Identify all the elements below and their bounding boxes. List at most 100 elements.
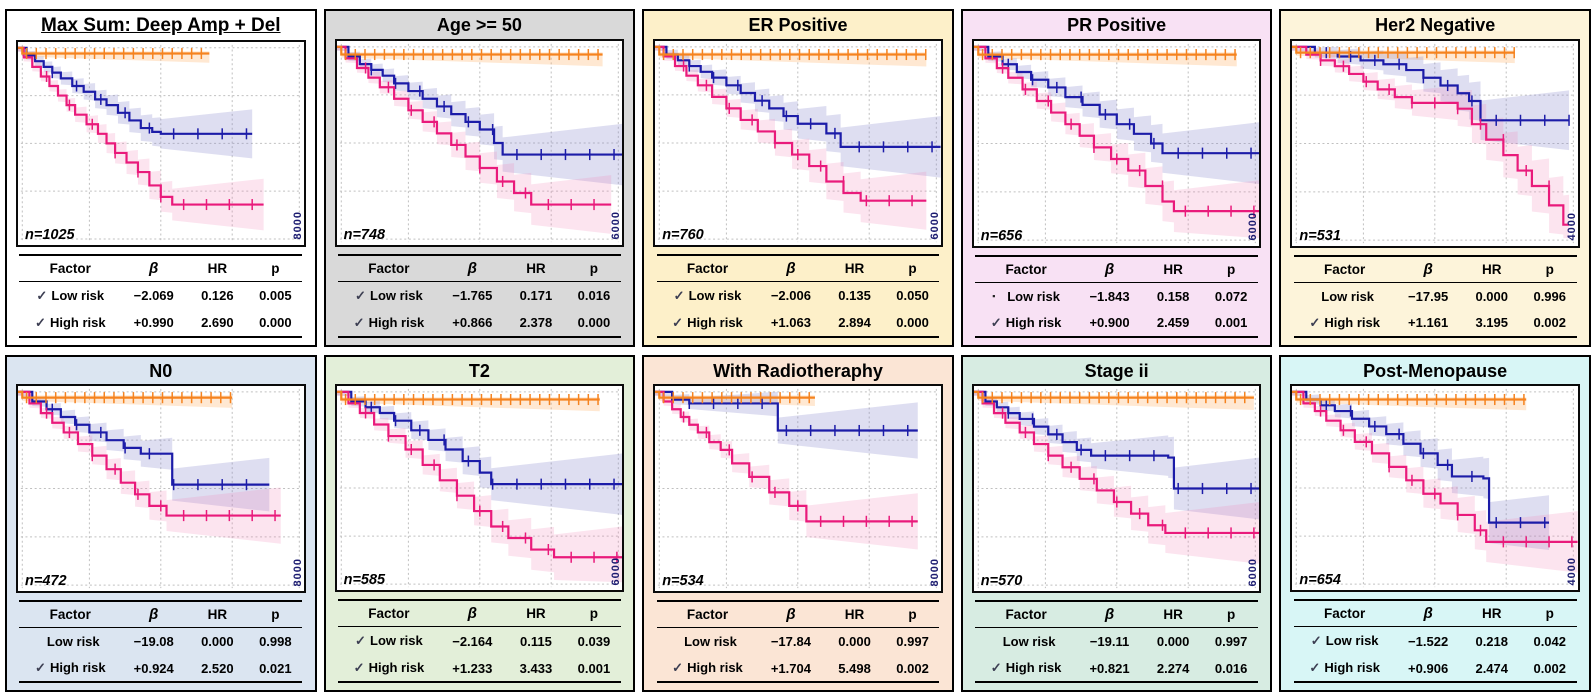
hr-value: 0.158 [1156,288,1190,304]
panel-title: Max Sum: Deep Amp + Del [41,15,281,36]
cox-stats-table: Factor β HR p Low risk −17.84 0.000 0.997 ✓ H… [656,600,940,683]
stats-header-row: Factor β HR p [656,253,940,282]
p-value: 0.000 [248,308,303,338]
subgroup-panel: With Radiotheraphy n=534 8000 Factor β H… [642,354,954,692]
x-axis-tick-label: 6000 [928,211,941,240]
check-icon: ✓ [1310,633,1322,648]
factor-label: High risk [1005,314,1062,330]
p-value: 0.002 [885,654,940,683]
subgroup-panel: Max Sum: Deep Amp + Del n=1025 8000 Fact… [5,9,317,347]
stats-body: ✓ Low risk −1.765 0.171 0.016 ✓ High risk +0.86… [337,281,621,338]
cox-stats-table: Factor β HR p Low risk −19.08 0.000 0.998 ✓ H… [19,600,303,683]
col-header-p: p [567,253,621,282]
x-axis-tick-label: 6000 [610,211,623,240]
beta-value: −17.95 [1408,288,1449,304]
col-header-beta: β [121,600,187,628]
stats-body: Low risk −17.84 0.000 0.997 ✓ High risk +1.704… [656,628,940,683]
col-header-factor: Factor [656,600,759,628]
stats-body: ✓ Low risk −1.522 0.218 0.042 ✓ High risk +0.90… [1293,627,1577,683]
hr-value: 0.135 [838,288,871,303]
beta-value: −2.069 [133,288,174,303]
factor-label: Low risk [1325,633,1379,648]
beta-value: +0.866 [439,308,505,338]
check-icon: ✓ [990,314,1002,330]
stats-row: ✓ Low risk −2.006 0.135 0.050 [657,281,940,309]
subgroup-panel: ER Positive n=760 6000 Factor β HR p ✓ Lo… [642,9,954,347]
panel-title: Her2 Negative [1375,15,1496,35]
factor-label: High risk [368,314,425,330]
factor-label: High risk [1005,660,1062,675]
cox-stats-table: Factor β HR p Low risk −19.11 0.000 0.997 ✓ H… [975,600,1259,683]
stats-row: ✓ High risk +1.063 2.894 0.000 [656,308,940,338]
p-value: 0.000 [567,308,621,338]
panel-title: ER Positive [748,15,848,35]
beta-value: −1.522 [1408,633,1449,649]
km-plot-canvas [1292,41,1578,246]
col-header-p: p [885,600,940,628]
col-header-factor: Factor [19,600,122,628]
factor-label: Low risk [1007,288,1060,304]
factor-label: High risk [368,660,425,675]
col-header-hr: HR [504,599,568,627]
stats-row: ✓ High risk +1.161 3.195 0.002 [1293,308,1577,338]
p-value: 0.042 [1533,633,1567,649]
subgroup-panel: Her2 Negative n=531 4000 Factor β HR p L… [1279,9,1591,347]
beta-value: −2.164 [452,633,493,649]
stats-header-row: Factor β HR p [19,253,303,282]
stats-row: ▪ Low risk −1.843 0.158 0.072 [975,282,1258,309]
cox-stats-table: Factor β HR p ✓ Low risk −1.522 0.218 0.042 ✓… [1293,599,1577,683]
factor-label: High risk [1324,660,1380,675]
km-plot: n=570 6000 [971,384,1262,593]
col-header-beta: β [1076,254,1143,283]
stats-header-row: Factor β HR p [656,600,940,628]
col-header-hr: HR [1460,254,1523,283]
p-value: 0.016 [577,288,611,303]
factor-label: Low risk [51,287,105,303]
p-value: 0.039 [577,633,611,649]
factor-cell: ✓ High risk [656,308,759,338]
col-header-hr: HR [823,600,886,628]
col-header-factor: Factor [337,599,440,627]
cox-stats-table: Factor β HR p ✓ Low risk −2.069 0.126 0.005 ✓… [19,253,303,338]
km-plot: n=531 4000 [1290,38,1580,248]
check-icon: ✓ [1309,660,1321,675]
stats-body: Low risk −19.11 0.000 0.997 ✓ High risk +0.821… [975,628,1259,683]
factor-cell: Low risk [19,628,121,655]
p-value: 0.001 [567,654,621,683]
km-plot: n=748 6000 [334,38,625,247]
col-header-p: p [248,253,303,282]
factor-cell: ✓ High risk [1293,308,1396,338]
stats-row: ✓ High risk +0.866 2.378 0.000 [337,308,621,338]
col-header-factor: Factor [1293,254,1396,283]
stats-row: Low risk −17.84 0.000 0.997 [657,628,940,655]
stats-header-row: Factor β HR p [975,254,1259,283]
p-value: 0.002 [1522,654,1577,683]
stats-row: ✓ Low risk −1.765 0.171 0.016 [338,281,621,309]
km-plot-canvas [655,386,941,591]
col-header-hr: HR [186,253,249,282]
factor-cell: ✓ High risk [337,654,440,683]
stats-header-row: Factor β HR p [19,600,303,628]
p-value: 0.002 [1522,308,1577,338]
p-value: 0.996 [1533,288,1567,304]
beta-value: +0.900 [1076,308,1143,338]
check-icon: ✓ [1309,314,1321,330]
check-icon: ✓ [34,660,46,675]
panel-title: Age >= 50 [436,15,522,35]
x-axis-tick-label: 6000 [1247,557,1260,586]
col-header-p: p [1522,254,1577,283]
col-header-hr: HR [504,253,568,282]
stats-body: ▪ Low risk −1.843 0.158 0.072 ✓ High risk +0.90… [975,282,1259,338]
factor-cell: ✓ High risk [19,308,122,338]
hr-value: 5.498 [823,654,886,683]
panel-title: With Radiotheraphy [713,360,883,381]
stats-row: ✓ High risk +0.924 2.520 0.021 [19,654,303,683]
p-value: 0.021 [248,654,303,683]
stats-row: ✓ Low risk −2.069 0.126 0.005 [19,281,302,309]
stats-row: Low risk −19.11 0.000 0.997 [975,628,1258,655]
x-axis-tick-label: 6000 [1247,212,1260,241]
km-plot: n=654 4000 [1290,384,1580,592]
factor-label: Low risk [1321,288,1375,304]
beta-value: −1.765 [452,288,493,303]
